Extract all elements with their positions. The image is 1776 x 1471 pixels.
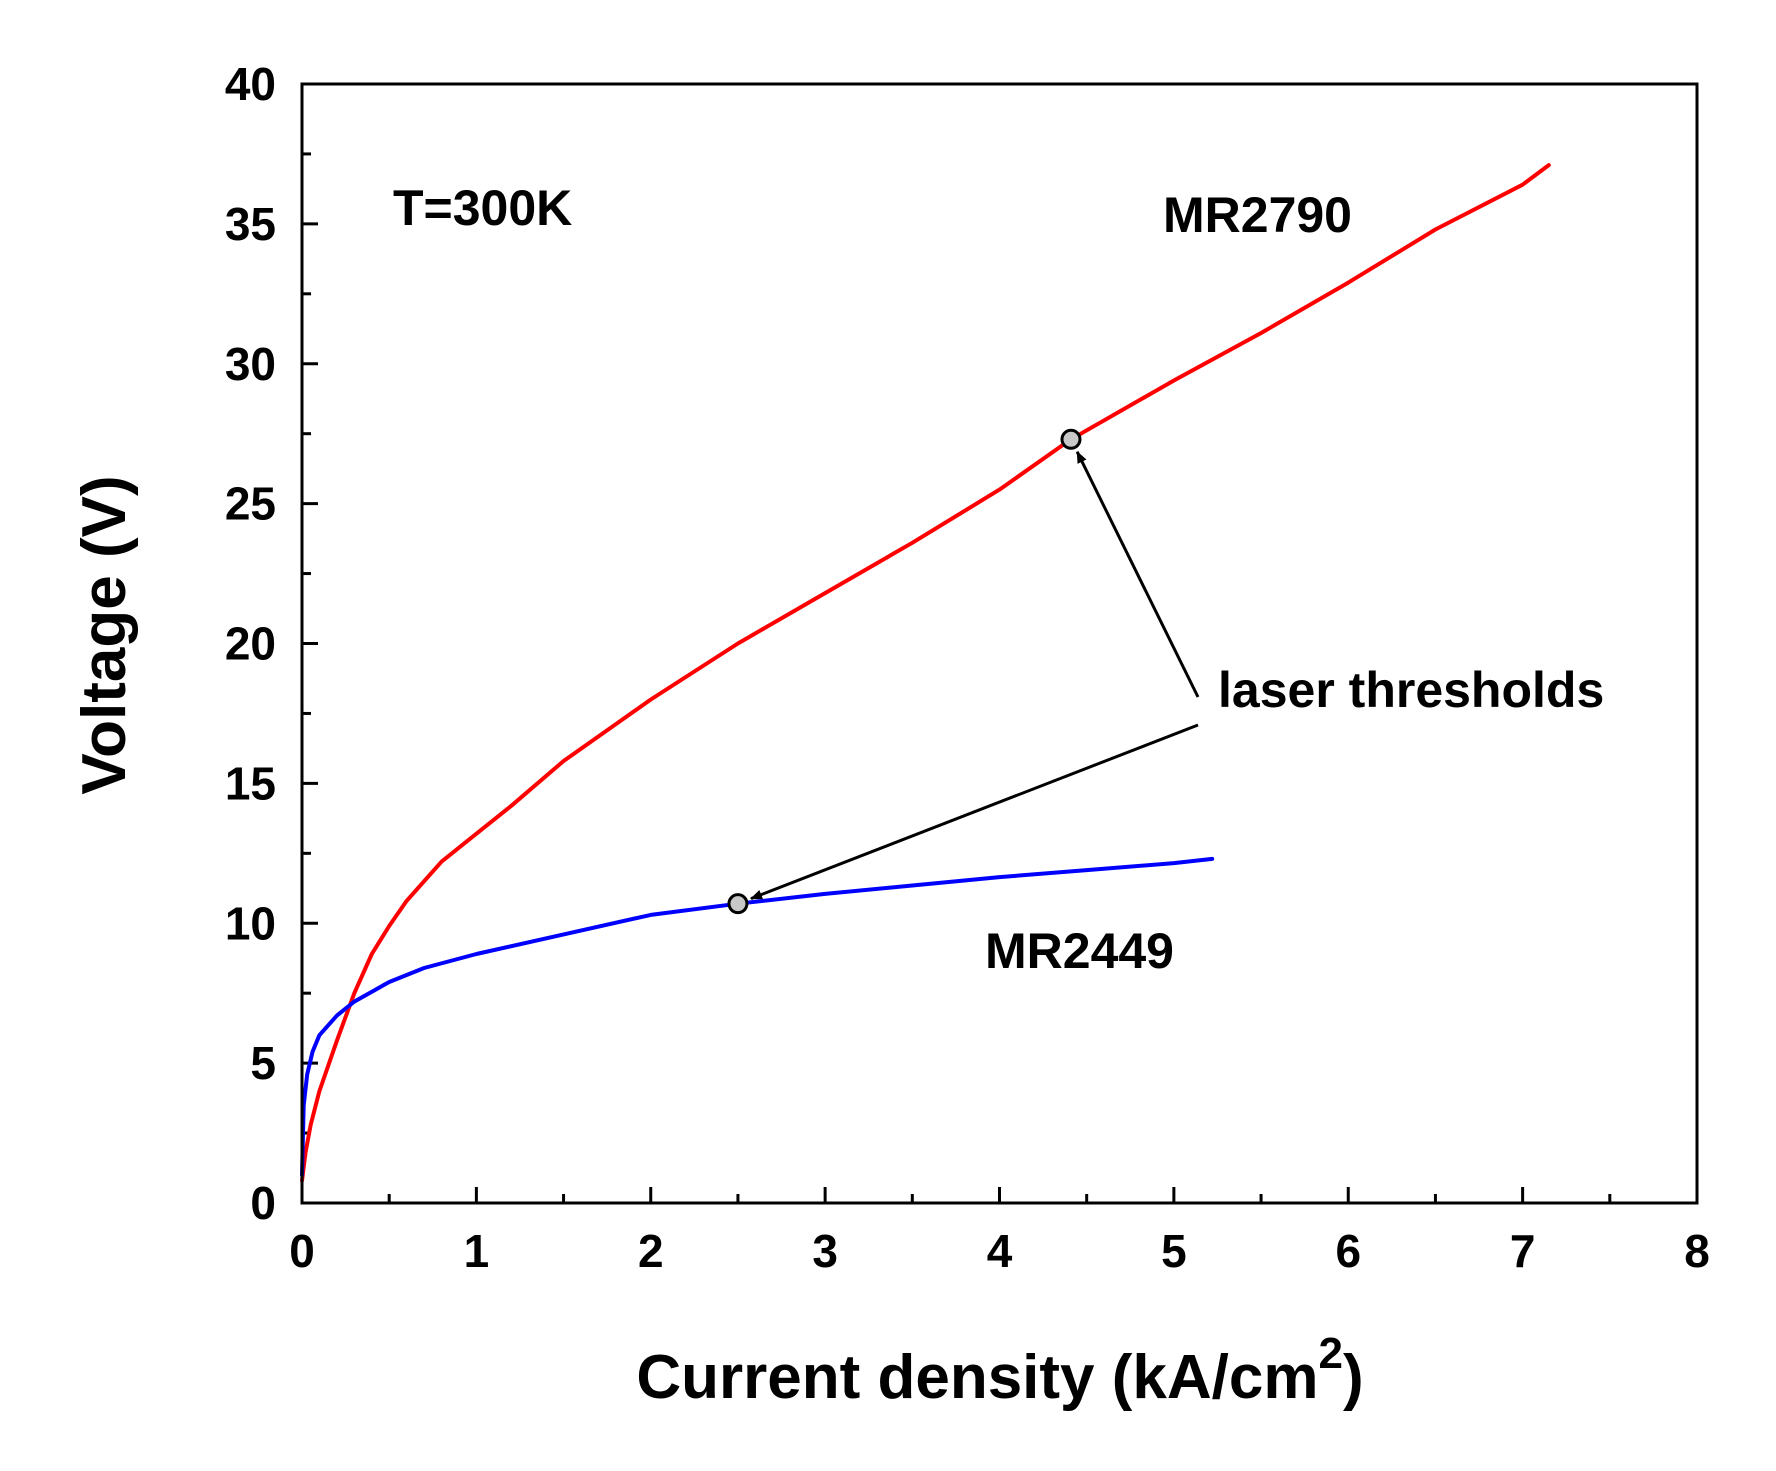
x-axis-title-main: Current density (kA/cm <box>636 1343 1318 1412</box>
y-tick-label: 30 <box>225 338 276 390</box>
temperature-label: T=300K <box>393 180 572 236</box>
x-tick-label: 8 <box>1684 1225 1710 1277</box>
y-tick-label: 10 <box>225 897 276 949</box>
threshold-marker-mr2449 <box>727 893 749 915</box>
x-tick-label: 5 <box>1161 1225 1187 1277</box>
y-tick-label: 0 <box>250 1177 276 1229</box>
x-axis-title-sup: 2 <box>1319 1329 1343 1378</box>
threshold-arrow <box>1075 450 1200 698</box>
arrow-layer <box>750 450 1200 900</box>
y-tick-label: 25 <box>225 478 276 530</box>
x-tick-label: 1 <box>464 1225 490 1277</box>
y-tick-label: 35 <box>225 198 276 250</box>
y-axis-title: Voltage (V) <box>70 475 139 794</box>
series-line-mr2790 <box>300 163 1551 1183</box>
plot-frame <box>300 82 1699 1205</box>
y-tick-label: 5 <box>250 1037 276 1089</box>
laser-thresholds-label: laser thresholds <box>1218 662 1604 718</box>
y-tick-label: 20 <box>225 618 276 670</box>
x-axis-tick-labels: 0 1 2 3 4 5 6 7 8 <box>289 1225 1710 1277</box>
x-axis-title-close: ) <box>1343 1343 1364 1412</box>
y-tick-label: 40 <box>225 58 276 110</box>
x-tick-label: 2 <box>638 1225 664 1277</box>
x-tick-label: 0 <box>289 1225 315 1277</box>
threshold-markers <box>727 428 1082 915</box>
threshold-arrow <box>750 723 1199 900</box>
series-label-mr2790: MR2790 <box>1163 187 1352 243</box>
x-tick-label: 4 <box>987 1225 1013 1277</box>
x-tick-label: 7 <box>1510 1225 1536 1277</box>
x-tick-label: 6 <box>1335 1225 1361 1277</box>
x-axis-title: Current density (kA/cm2) <box>636 1329 1363 1412</box>
series-layer <box>300 163 1551 1183</box>
series-line-mr2449 <box>300 856 1215 1177</box>
y-axis-ticks <box>302 82 318 1205</box>
threshold-marker-mr2790 <box>1060 428 1082 450</box>
x-tick-label: 3 <box>812 1225 838 1277</box>
series-label-mr2449: MR2449 <box>985 923 1174 979</box>
y-tick-label: 15 <box>225 757 276 809</box>
y-axis-tick-labels: 0 5 10 15 20 25 30 35 40 <box>225 58 276 1229</box>
x-axis-ticks <box>300 1187 1699 1203</box>
